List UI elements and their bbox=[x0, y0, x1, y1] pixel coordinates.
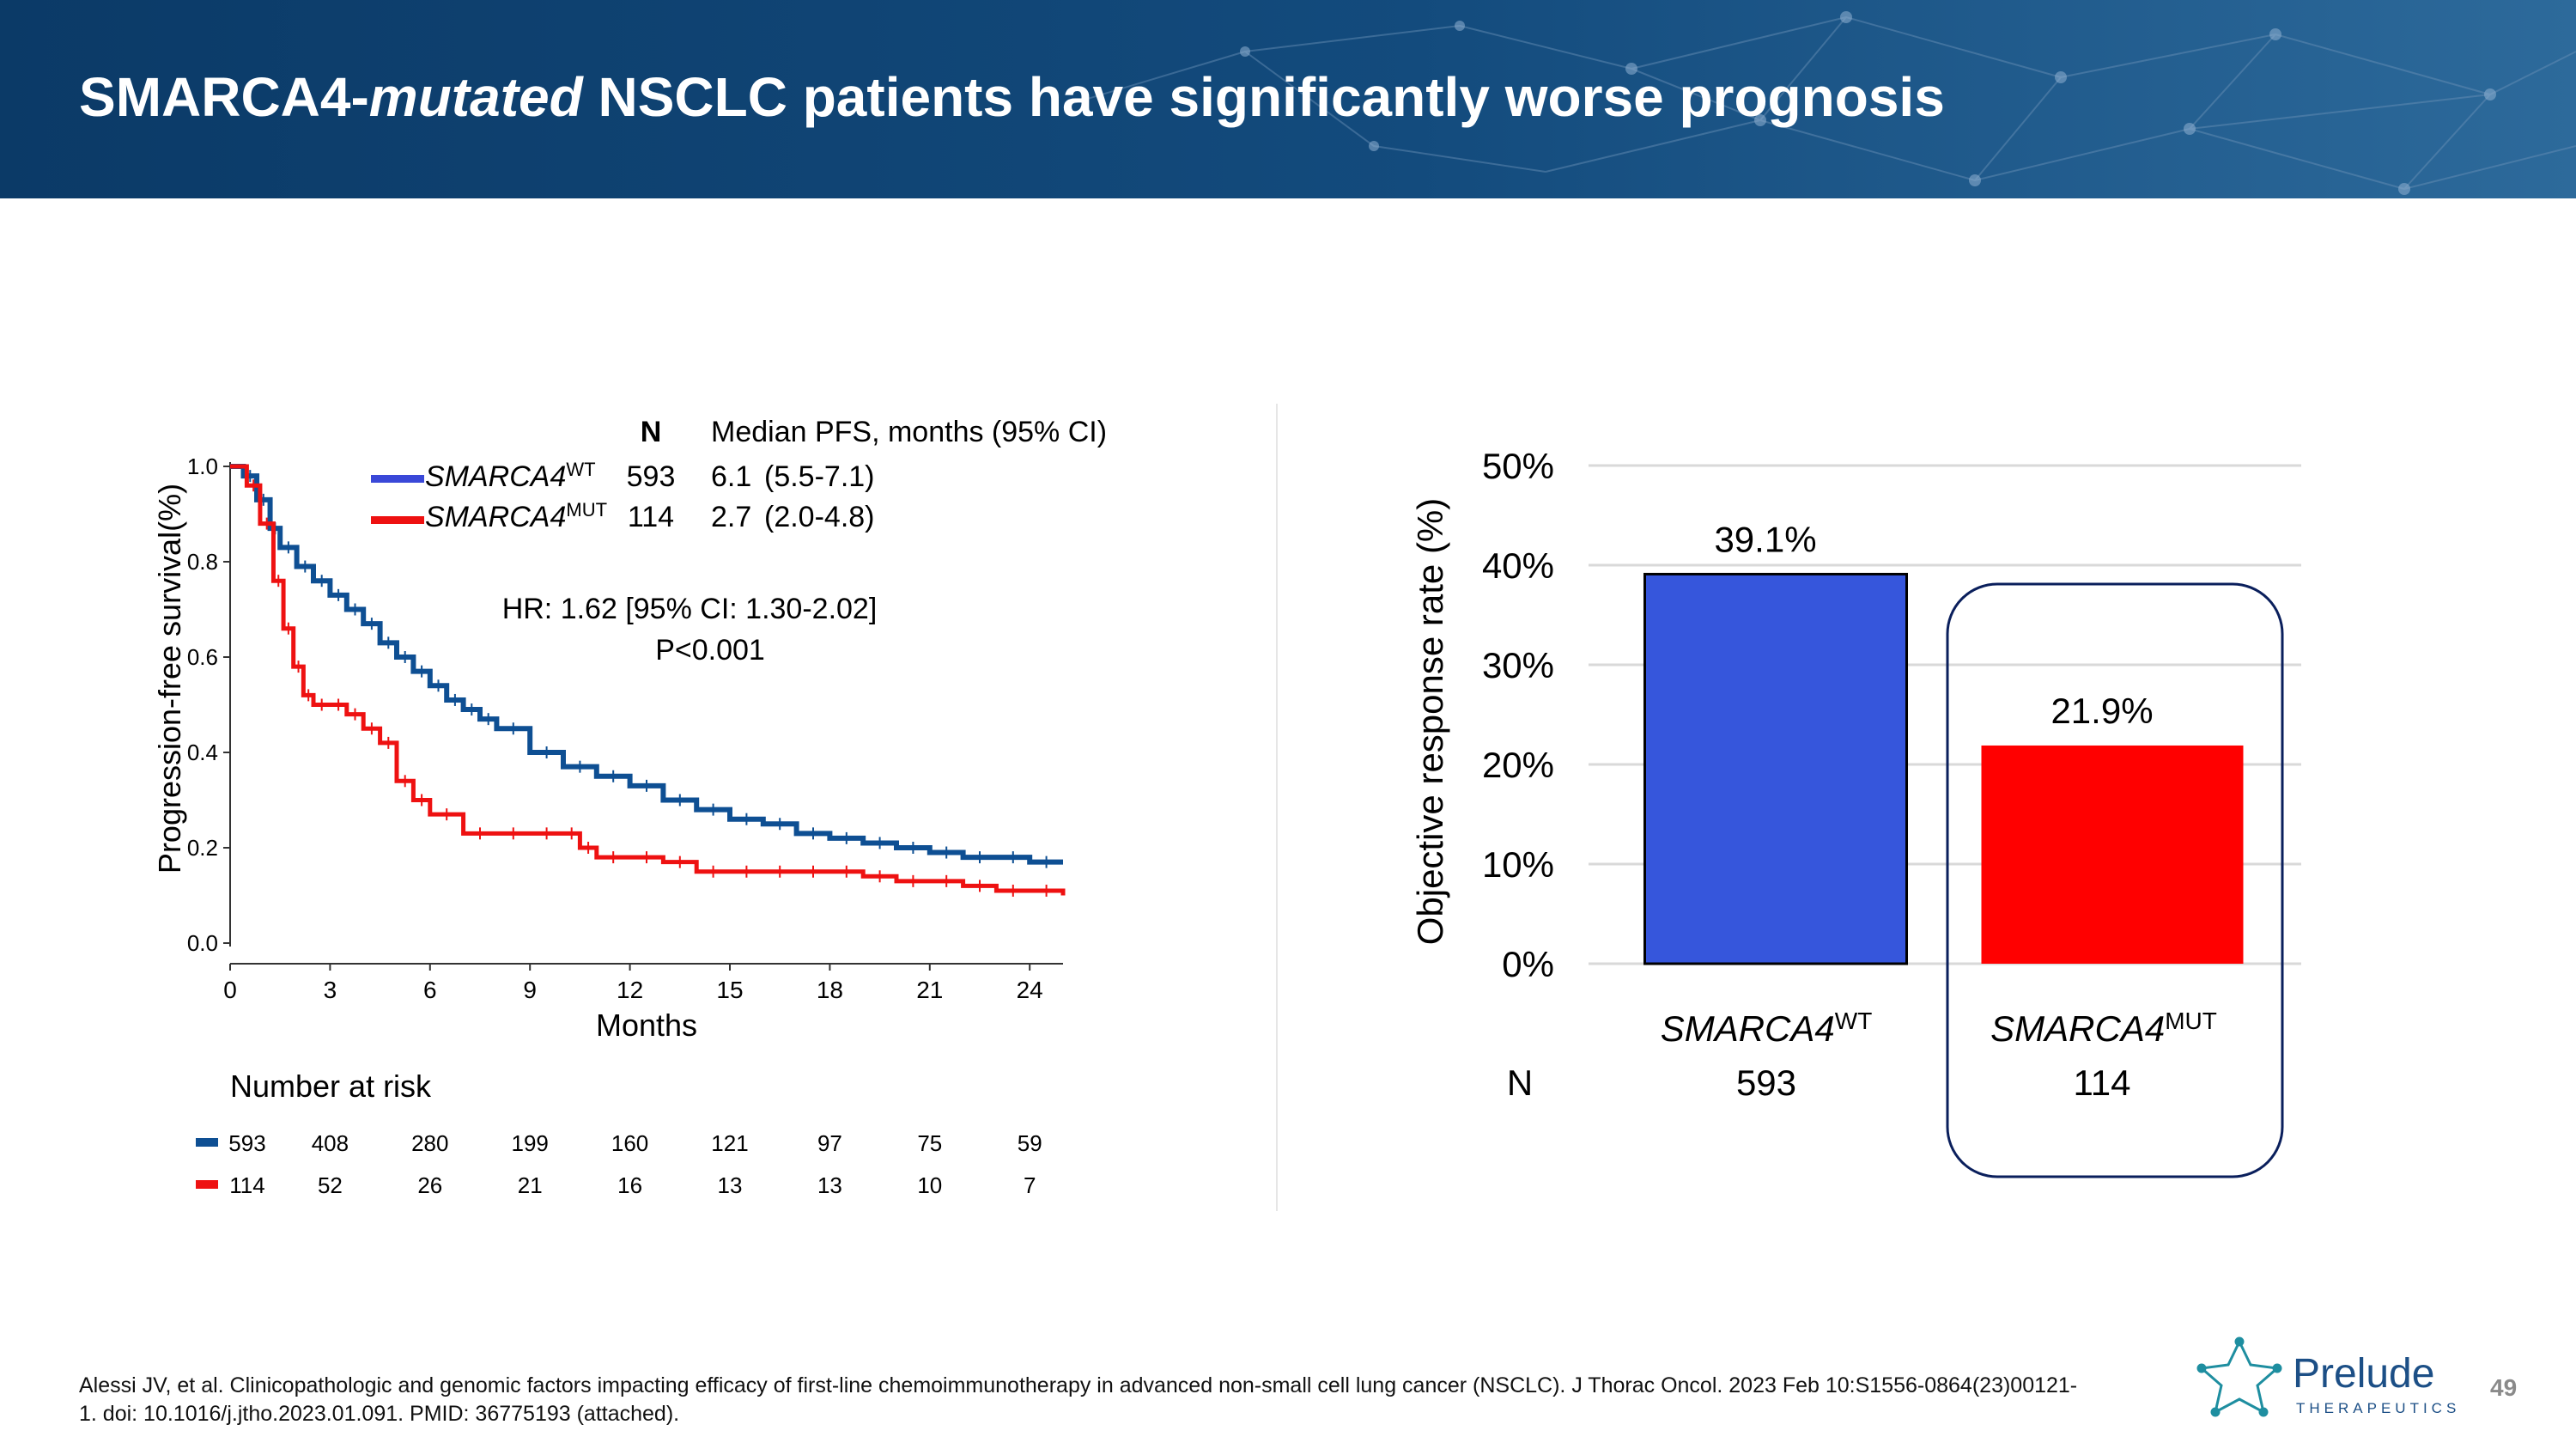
logo-name: Prelude bbox=[2293, 1351, 2434, 1397]
risk-count-wt: 121 bbox=[711, 1130, 748, 1156]
risk-count-mut: 26 bbox=[417, 1172, 442, 1198]
orr-y-tick-label: 0% bbox=[1502, 944, 1554, 984]
km-x-tick-label: 12 bbox=[617, 977, 643, 1003]
orr-value-label: 21.9% bbox=[2050, 691, 2153, 731]
orr-y-tick-label: 10% bbox=[1482, 844, 1554, 885]
risk-count-wt: 75 bbox=[917, 1130, 942, 1156]
risk-count-mut: 13 bbox=[718, 1172, 743, 1198]
orr-category-wt: SMARCA4WT bbox=[1661, 1008, 1873, 1049]
km-x-tick-label: 9 bbox=[523, 977, 537, 1003]
km-y-tick-label: 0.8 bbox=[187, 549, 218, 575]
risk-count-wt: 280 bbox=[411, 1130, 448, 1156]
prelude-logo: Prelude THERAPEUTICS bbox=[2196, 1336, 2460, 1417]
risk-count-mut: 52 bbox=[318, 1172, 343, 1198]
km-x-tick-label: 21 bbox=[916, 977, 943, 1003]
risk-count-mut: 7 bbox=[1024, 1172, 1036, 1198]
page-number: 49 bbox=[2490, 1374, 2518, 1401]
km-y-tick-label: 0.2 bbox=[187, 835, 218, 861]
km-x-axis-label: Months bbox=[596, 1008, 697, 1043]
legend-swatch-wt bbox=[371, 475, 424, 483]
orr-y-tick-label: 50% bbox=[1482, 446, 1554, 486]
risk-table: 593 114 408 52 280 26 199 21 160 16 121 13 97 13 75 10 5… bbox=[228, 1130, 1042, 1198]
orr-bars: 39.1% 21.9% bbox=[1643, 519, 2244, 965]
orr-y-axis-label: Objective response rate (%) bbox=[1410, 498, 1450, 946]
km-y-tick-label: 1.0 bbox=[187, 454, 218, 479]
legend-median-wt: 6.1 bbox=[711, 460, 751, 493]
network-background-icon bbox=[1072, 11, 2576, 195]
risk-count-wt: 160 bbox=[611, 1130, 648, 1156]
orr-n-label: N bbox=[1507, 1062, 1533, 1103]
km-chart: 0.0 0.2 0.4 0.6 0.8 1.0 0 3 6 9 12 15 18 21 24 Progres… bbox=[152, 416, 1107, 1198]
page-title: SMARCA4-mutated NSCLC patients have sign… bbox=[79, 66, 1945, 128]
km-plot-area: 0.0 0.2 0.4 0.6 0.8 1.0 0 3 6 9 12 15 18 21 24 bbox=[187, 454, 1066, 1003]
risk-count-wt: 59 bbox=[1018, 1130, 1042, 1156]
legend-n-wt: 593 bbox=[627, 460, 676, 493]
risk-swatch-wt bbox=[196, 1138, 218, 1147]
orr-y-tick-label: 40% bbox=[1482, 545, 1554, 586]
km-y-tick-label: 0.6 bbox=[187, 644, 218, 670]
km-y-tick-label: 0.4 bbox=[187, 740, 218, 765]
risk-count-wt: 97 bbox=[817, 1130, 842, 1156]
legend-ci-mut: (2.0-4.8) bbox=[764, 501, 875, 533]
risk-count-wt: 199 bbox=[512, 1130, 549, 1156]
legend-ci-wt: (5.5-7.1) bbox=[764, 460, 875, 493]
legend-label-mut: SMARCA4MUT bbox=[425, 499, 607, 533]
km-x-tick-label: 18 bbox=[817, 977, 843, 1003]
hazard-ratio-text: HR: 1.62 [95% CI: 1.30-2.02] bbox=[502, 593, 878, 625]
legend-header-n: N bbox=[641, 416, 662, 448]
orr-bar-wt bbox=[1643, 572, 1908, 965]
risk-count-wt: 593 bbox=[228, 1130, 265, 1156]
orr-n-wt: 593 bbox=[1736, 1062, 1796, 1103]
orr-y-tick-label: 20% bbox=[1482, 745, 1554, 785]
km-x-tick-label: 15 bbox=[716, 977, 743, 1003]
panel-divider bbox=[1276, 404, 1278, 1211]
km-x-tick-label: 0 bbox=[223, 977, 237, 1003]
km-x-tick-label: 24 bbox=[1017, 977, 1043, 1003]
mut-highlight-box bbox=[1946, 582, 2284, 1178]
risk-count-mut: 13 bbox=[817, 1172, 842, 1198]
legend-label-wt: SMARCA4WT bbox=[425, 459, 596, 493]
orr-value-label: 39.1% bbox=[1714, 519, 1816, 559]
reference-footnote: Alessi JV, et al. Clinicopathologic and … bbox=[79, 1373, 2078, 1426]
km-y-tick-label: 0.0 bbox=[187, 930, 218, 956]
risk-count-mut: 114 bbox=[229, 1172, 264, 1198]
orr-n-mut: 114 bbox=[2074, 1062, 2131, 1103]
legend-header-median: Median PFS, months (95% CI) bbox=[711, 416, 1107, 448]
risk-table-title: Number at risk bbox=[230, 1068, 432, 1104]
km-x-tick-label: 6 bbox=[423, 977, 437, 1003]
orr-y-tick-label: 30% bbox=[1482, 645, 1554, 685]
legend-median-mut: 2.7 bbox=[711, 501, 751, 533]
orr-grid: 0% 10% 20% 30% 40% 50% bbox=[1482, 446, 2301, 984]
km-x-tick-label: 3 bbox=[324, 977, 337, 1003]
km-curve-wt bbox=[230, 464, 1063, 865]
orr-chart: 0% 10% 20% 30% 40% 50% 39.1% 21.9% Objective r… bbox=[1410, 446, 2301, 1178]
risk-swatch-mut bbox=[196, 1180, 218, 1189]
risk-count-mut: 16 bbox=[617, 1172, 642, 1198]
molecule-star-icon bbox=[2196, 1336, 2282, 1417]
logo-subtitle: THERAPEUTICS bbox=[2296, 1400, 2460, 1416]
legend-n-mut: 114 bbox=[628, 501, 674, 533]
p-value-text: P<0.001 bbox=[655, 634, 765, 667]
km-y-axis-label: Progression-free survival(%) bbox=[152, 484, 187, 874]
risk-count-mut: 21 bbox=[518, 1172, 543, 1198]
risk-count-mut: 10 bbox=[917, 1172, 942, 1198]
header-banner: SMARCA4-mutated NSCLC patients have sign… bbox=[0, 0, 2576, 198]
risk-count-wt: 408 bbox=[312, 1130, 349, 1156]
legend-swatch-mut bbox=[371, 516, 424, 524]
orr-category-mut: SMARCA4MUT bbox=[1990, 1008, 2217, 1049]
orr-bar-mut bbox=[1981, 745, 2244, 964]
